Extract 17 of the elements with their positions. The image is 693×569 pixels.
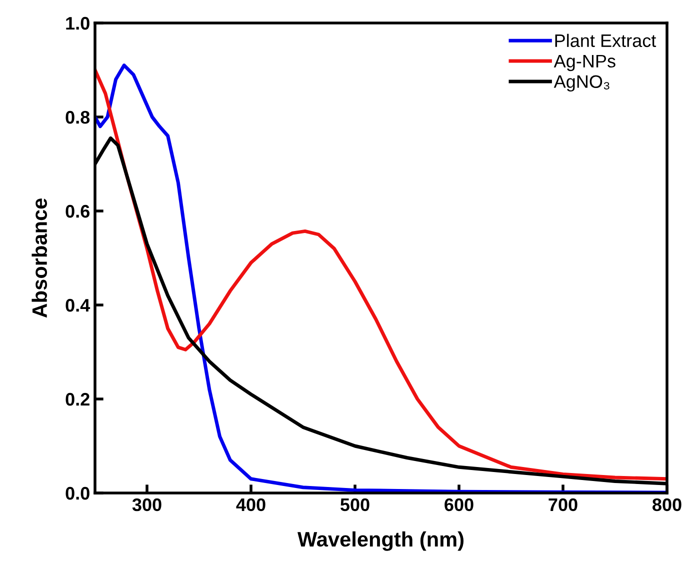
y-tick-label: 0.8 <box>66 110 90 124</box>
x-tick-label: 500 <box>340 498 370 512</box>
y-tick-label: 1.0 <box>66 16 90 30</box>
legend-label: Plant Extract <box>555 34 656 48</box>
x-tick-label: 700 <box>548 498 578 512</box>
legend-label: Ag-NPs <box>554 54 616 72</box>
y-tick-label: 0.4 <box>66 298 90 312</box>
y-tick-label: 0.2 <box>66 392 90 406</box>
x-tick-label: 800 <box>652 498 682 512</box>
x-tick-label: 300 <box>132 498 162 512</box>
x-tick-label: 600 <box>444 498 474 512</box>
x-tick-label: 400 <box>236 498 266 512</box>
y-tick-label: 0.6 <box>66 204 90 218</box>
x-axis-title: Wavelength (nm) <box>298 531 464 551</box>
legend-label: AgNO₃ <box>554 75 610 92</box>
y-tick-label: 0.0 <box>66 486 90 500</box>
y-axis-title: Absorbance <box>32 198 48 318</box>
